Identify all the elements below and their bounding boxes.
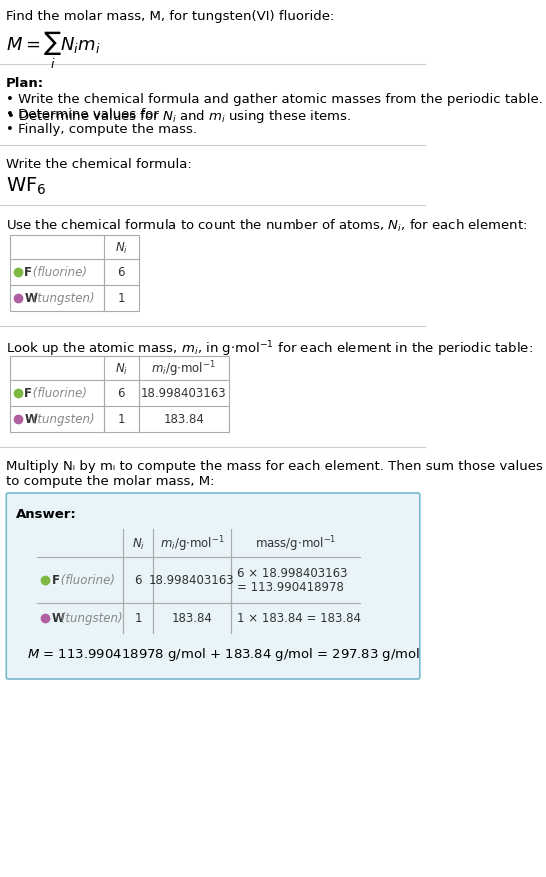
Text: 1: 1 (117, 292, 125, 305)
Text: $N_i$: $N_i$ (115, 361, 128, 376)
Text: F: F (24, 267, 32, 279)
Text: Use the chemical formula to count the number of atoms, $N_i$, for each element:: Use the chemical formula to count the nu… (6, 217, 527, 234)
Text: (fluorine): (fluorine) (29, 267, 87, 279)
Text: W: W (24, 413, 37, 426)
Text: Write the chemical formula:: Write the chemical formula: (6, 158, 192, 171)
Text: $M = \sum_i N_i m_i$: $M = \sum_i N_i m_i$ (6, 30, 100, 71)
Text: 6: 6 (117, 387, 125, 400)
Text: 1 × 183.84 = 183.84: 1 × 183.84 = 183.84 (237, 612, 361, 624)
Text: 1: 1 (134, 612, 142, 624)
Text: 183.84: 183.84 (163, 413, 204, 426)
Text: Answer:: Answer: (16, 508, 76, 520)
Text: 18.998403163: 18.998403163 (141, 387, 227, 400)
Text: • Determine values for $N_i$ and $m_i$ using these items.: • Determine values for $N_i$ and $m_i$ u… (6, 108, 351, 125)
Text: F: F (24, 387, 32, 400)
Bar (10, 236, 139, 311)
Text: (fluorine): (fluorine) (29, 387, 87, 400)
Text: $\mathregular{WF_6}$: $\mathregular{WF_6}$ (6, 175, 47, 197)
Text: $m_i$/g$\cdot$mol$^{-1}$: $m_i$/g$\cdot$mol$^{-1}$ (151, 359, 216, 378)
Text: $N_i$: $N_i$ (132, 536, 145, 551)
Text: • Determine values for: • Determine values for (6, 108, 163, 121)
Text: $M$ = 113.990418978 g/mol + 183.84 g/mol = 297.83 g/mol: $M$ = 113.990418978 g/mol + 183.84 g/mol… (27, 645, 420, 662)
Text: (fluorine): (fluorine) (57, 574, 115, 587)
Text: (tungsten): (tungsten) (29, 292, 95, 305)
Text: $m_i$/g$\cdot$mol$^{-1}$: $m_i$/g$\cdot$mol$^{-1}$ (159, 533, 224, 553)
Text: (tungsten): (tungsten) (29, 413, 95, 426)
Text: 6: 6 (134, 574, 142, 587)
Bar (38, 530, 360, 633)
Text: W: W (51, 612, 64, 624)
Text: 18.998403163: 18.998403163 (149, 574, 235, 587)
Text: 6: 6 (117, 267, 125, 279)
Text: (tungsten): (tungsten) (57, 612, 122, 624)
FancyBboxPatch shape (6, 494, 420, 679)
Text: F: F (51, 574, 60, 587)
Bar (10, 357, 229, 432)
Text: W: W (24, 292, 37, 305)
Text: 6 × 18.998403163: 6 × 18.998403163 (237, 567, 348, 580)
Text: • Finally, compute the mass.: • Finally, compute the mass. (6, 123, 197, 136)
Text: = 113.990418978: = 113.990418978 (237, 581, 344, 594)
Text: Plan:: Plan: (6, 77, 44, 90)
Text: • Write the chemical formula and gather atomic masses from the periodic table.: • Write the chemical formula and gather … (6, 93, 543, 106)
Text: Find the molar mass, M, for tungsten(VI) fluoride:: Find the molar mass, M, for tungsten(VI)… (6, 10, 335, 23)
Text: Look up the atomic mass, $m_i$, in g$\cdot$mol$^{-1}$ for each element in the pe: Look up the atomic mass, $m_i$, in g$\cd… (6, 339, 533, 358)
Text: 183.84: 183.84 (171, 612, 212, 624)
Text: 1: 1 (117, 413, 125, 426)
Text: Multiply Nᵢ by mᵢ to compute the mass for each element. Then sum those values
to: Multiply Nᵢ by mᵢ to compute the mass fo… (6, 460, 543, 488)
Text: mass/g$\cdot$mol$^{-1}$: mass/g$\cdot$mol$^{-1}$ (254, 533, 336, 553)
Text: $N_i$: $N_i$ (115, 240, 128, 255)
